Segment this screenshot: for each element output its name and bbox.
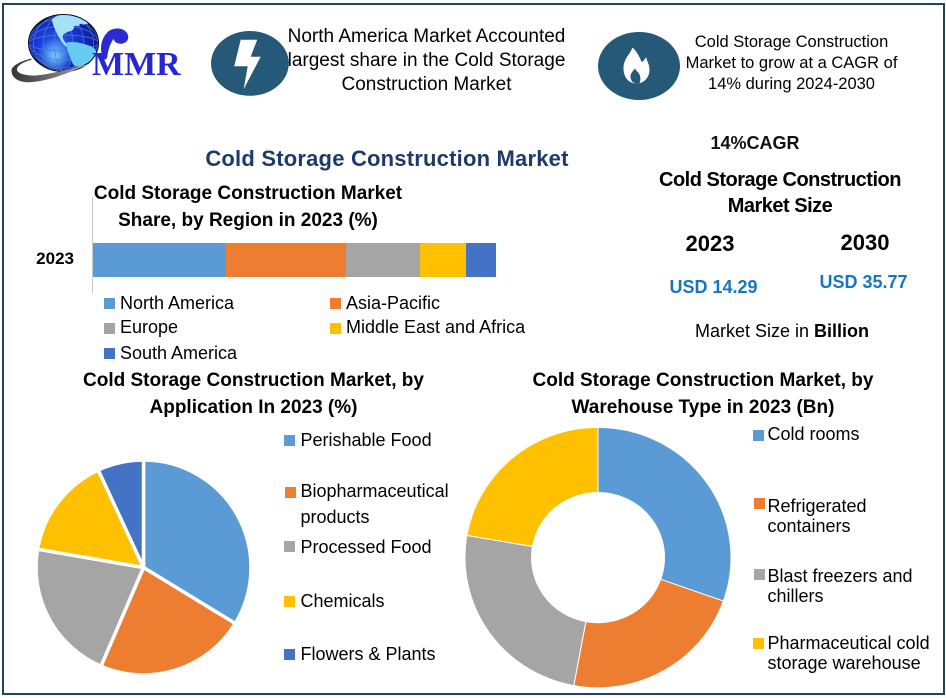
svg-text:MMR: MMR [92,46,181,83]
